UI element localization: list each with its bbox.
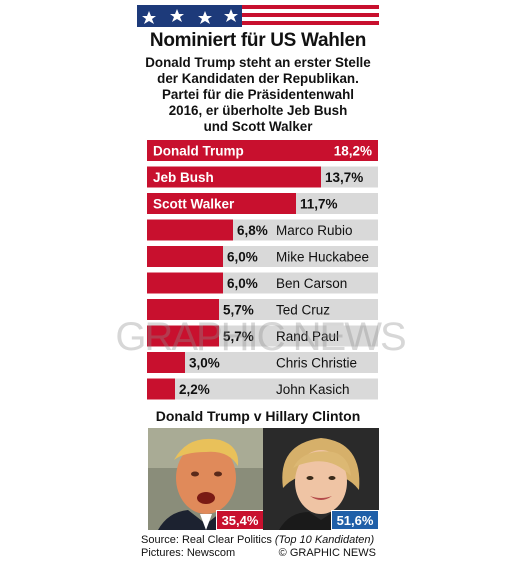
bar [147, 325, 219, 347]
bar-track [147, 352, 378, 373]
chart-subtitle: Donald Trump steht an erster Stelle der … [137, 55, 379, 135]
clinton-poll-value: 51,6% [331, 510, 379, 530]
source-note: Source: Real Clear Politics (Top 10 Kand… [141, 534, 374, 547]
bar-category-label: Ben Carson [276, 276, 347, 291]
bar [147, 299, 219, 320]
bar-value-label: 2,2% [179, 382, 210, 397]
bar [147, 246, 223, 267]
copyright: © GRAPHIC NEWS [278, 547, 376, 559]
trump-photo: 35,4% [148, 428, 264, 530]
bar [147, 140, 378, 161]
bar-category-label: Scott Walker [153, 197, 235, 212]
bar-value-label: 6,8% [237, 223, 268, 238]
bar-value-label: 6,0% [227, 276, 258, 291]
source-note-italic: (Top 10 Kandidaten) [274, 534, 375, 546]
clinton-photo: 51,6% [263, 428, 379, 530]
bar-category-label: Rand Paul [276, 329, 339, 344]
bar-chart: Donald Trump 18,2% Jeb Bush 13,7% Scott Walk… [147, 140, 378, 400]
subtitle-line: Donald Trump steht an erster Stelle [145, 55, 371, 70]
bar-category-label: Marco Rubio [276, 223, 353, 238]
bar-category-label: Donald Trump [153, 144, 244, 159]
bar-track [147, 378, 378, 400]
trump-poll-value: 35,4% [216, 510, 264, 530]
pictures-credit: Pictures: Newscom [141, 547, 236, 559]
subtitle-line: Partei für die Präsidentenwahl [162, 87, 354, 102]
subtitle-line: und Scott Walker [203, 119, 313, 134]
bar-value-label: 6,0% [227, 250, 258, 265]
us-flag-banner [137, 5, 379, 27]
bar-category-label: Jeb Bush [153, 170, 214, 185]
bar-category-label: Mike Huckabee [276, 250, 369, 265]
bar [147, 352, 185, 373]
bar-category-label: John Kasich [276, 382, 350, 397]
chart-title: Nominiert für US Wahlen [149, 30, 367, 51]
bar-category-label: Ted Cruz [276, 303, 330, 318]
subtitle-line: 2016, er überholte Jeb Bush [168, 103, 348, 118]
bar-value-label: 3,0% [189, 356, 220, 371]
bar [147, 166, 321, 188]
bar [147, 272, 223, 294]
bar [147, 219, 233, 241]
bar [147, 193, 296, 214]
matchup-title: Donald Trump v Hillary Clinton [155, 408, 361, 424]
bar-value-label: 5,7% [223, 303, 254, 318]
source-text: Source: Real Clear Politics [141, 534, 275, 546]
bar-value-label: 5,7% [223, 329, 254, 344]
bar-value-label: 18,2% [334, 144, 372, 159]
subtitle-line: der Kandidaten der Republikan. [157, 71, 359, 86]
bar-value-label: 11,7% [300, 197, 338, 212]
bar-category-label: Chris Christie [276, 356, 357, 371]
bar-value-label: 13,7% [325, 170, 363, 185]
bar [147, 378, 175, 400]
bar-chart-svg: Donald Trump 18,2% Jeb Bush 13,7% Scott Walk… [147, 140, 378, 400]
